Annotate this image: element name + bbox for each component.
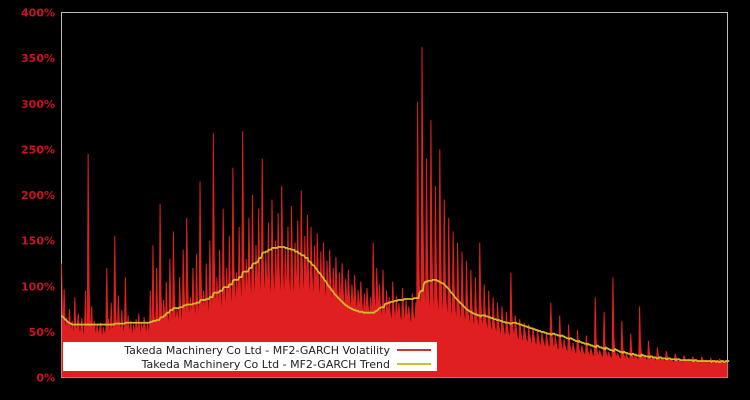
legend-swatch-trend <box>397 363 431 365</box>
y-axis-tick-labels: 400% 350% 300% 250% 200% 150% 100% 50% 0% <box>21 7 55 385</box>
chart-legend: Takeda Machinery Co Ltd - MF2-GARCH Vola… <box>63 342 437 371</box>
legend-label-trend: Takeda Machinery Co Ltd - MF2-GARCH Tren… <box>141 357 390 371</box>
y-axis-tick-0: 0% <box>36 372 55 385</box>
legend-swatch-volatility <box>397 349 431 351</box>
legend-label-volatility: Takeda Machinery Co Ltd - MF2-GARCH Vola… <box>124 343 390 357</box>
y-axis-tick-200: 200% <box>21 189 55 202</box>
y-axis-tick-150: 150% <box>21 235 55 248</box>
y-axis-tick-350: 350% <box>21 52 55 65</box>
y-axis-tick-50: 50% <box>29 326 55 339</box>
volatility-series-line <box>61 47 728 365</box>
legend-entry-trend[interactable]: Takeda Machinery Co Ltd - MF2-GARCH Tren… <box>64 357 436 371</box>
y-axis-tick-400: 400% <box>21 7 55 20</box>
trend-series-line <box>60 246 730 363</box>
y-axis-tick-250: 250% <box>21 143 55 156</box>
y-axis-tick-100: 100% <box>21 280 55 293</box>
y-axis-tick-300: 300% <box>21 98 55 111</box>
legend-entry-volatility[interactable]: Takeda Machinery Co Ltd - MF2-GARCH Vola… <box>64 343 436 357</box>
